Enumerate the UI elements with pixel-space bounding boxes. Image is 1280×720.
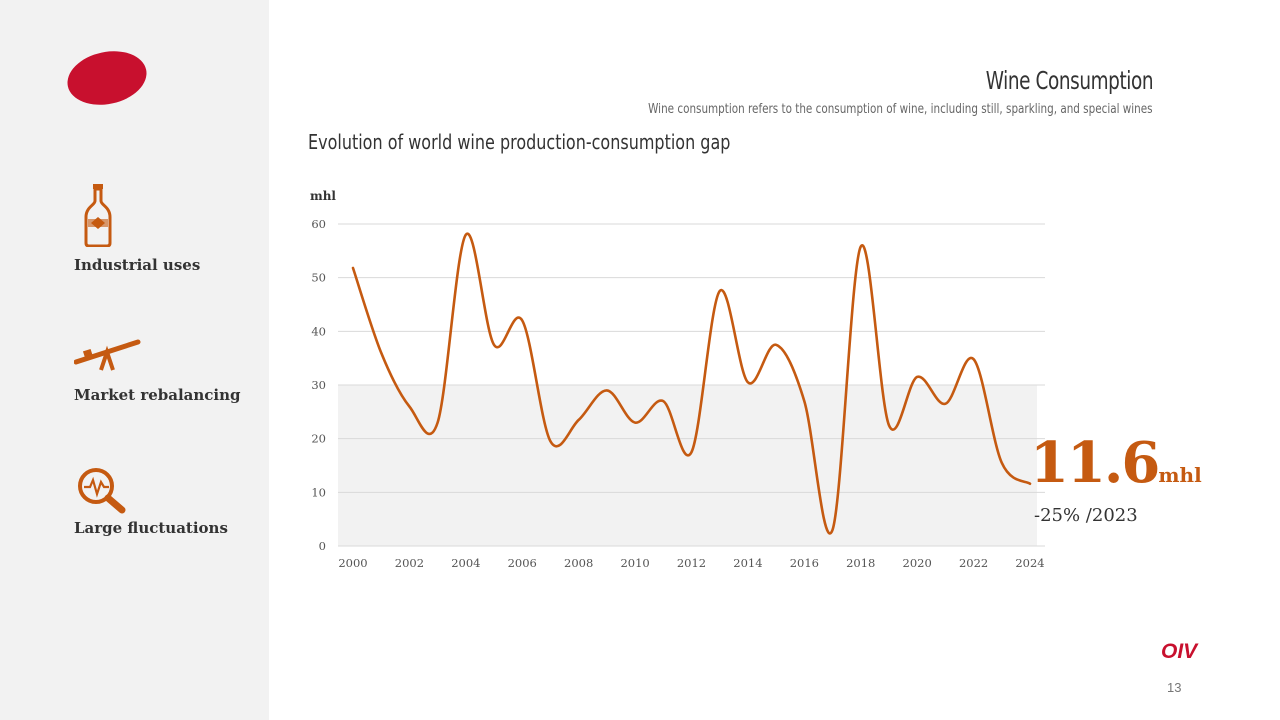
- highlight-value: 11.6: [1030, 430, 1160, 496]
- y-tick-label: 40: [311, 324, 326, 338]
- sidebar: Industrial uses Market rebalancing Large…: [0, 0, 269, 720]
- line-chart: 0 10 20 30 40 50 60 2000 2002 2004 2006 2008 2010 201…: [310, 189, 1045, 570]
- x-tick-label: 2008: [564, 556, 593, 570]
- x-tick-label: 2000: [338, 556, 367, 570]
- page-subtitle: Wine consumption refers to the consumpti…: [648, 102, 1153, 117]
- oiv-logo: OIV: [1161, 640, 1198, 663]
- x-tick-label: 2024: [1015, 556, 1044, 570]
- sidebar-item-label: Industrial uses: [74, 256, 201, 274]
- sidebar-item-label: Market rebalancing: [74, 386, 241, 404]
- x-tick-label: 2016: [790, 556, 819, 570]
- sidebar-item-label: Large fluctuations: [74, 519, 228, 537]
- series-line: [351, 232, 1032, 535]
- x-tick-label: 2018: [846, 556, 875, 570]
- y-tick-label: 20: [311, 432, 326, 446]
- logo-blob: [67, 51, 147, 105]
- x-tick-label: 2020: [903, 556, 932, 570]
- y-tick-label: 0: [319, 539, 326, 553]
- x-tick-label: 2006: [508, 556, 537, 570]
- y-tick-label: 60: [311, 217, 326, 231]
- x-tick-label: 2004: [451, 556, 480, 570]
- x-tick-label: 2010: [620, 556, 649, 570]
- highlight-unit: mhl: [1158, 463, 1202, 487]
- y-tick-label: 50: [311, 271, 326, 285]
- x-tick-label: 2012: [677, 556, 706, 570]
- x-tick-label: 2014: [733, 556, 762, 570]
- shaded-band: [338, 385, 1037, 546]
- page-number: 13: [1167, 680, 1182, 695]
- wine-bottle-icon: [84, 184, 112, 247]
- highlight-change: -25% /2023: [1034, 505, 1138, 526]
- seesaw-icon: [74, 339, 141, 371]
- x-tick-label: 2002: [395, 556, 424, 570]
- highlight-value-box: 11.6mhl: [1030, 430, 1202, 496]
- y-axis-label: mhl: [310, 189, 336, 203]
- chart-title: Evolution of world wine production-consu…: [308, 130, 731, 154]
- page-title: Wine Consumption: [985, 66, 1154, 95]
- y-tick-label: 10: [311, 485, 326, 499]
- magnifier-pulse-icon: [78, 468, 126, 514]
- y-tick-label: 30: [311, 378, 326, 392]
- x-tick-label: 2022: [959, 556, 988, 570]
